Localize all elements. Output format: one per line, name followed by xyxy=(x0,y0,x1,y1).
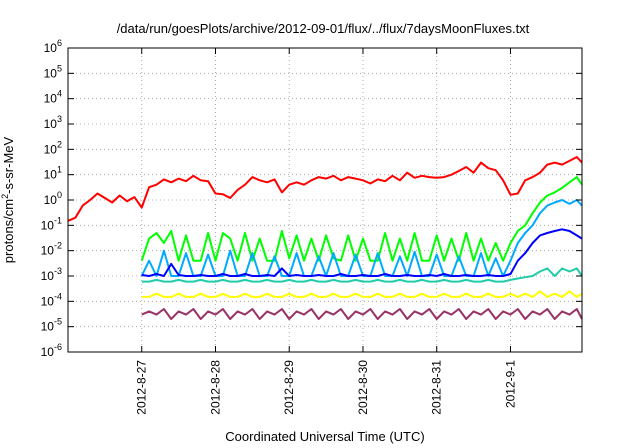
y-axis-ticks: 10-6 10-5 10-4 10-3 10-2 10-1 100 101 102 103 104 1… xyxy=(41,38,582,359)
y-tick-label: 104 xyxy=(44,89,62,106)
series-line-2 xyxy=(140,176,583,262)
x-tick-label: 2012-8-28 xyxy=(208,360,222,415)
series-group xyxy=(67,156,583,320)
y-axis-title-base: protons/cm xyxy=(1,199,16,263)
chart-title: /data/run/goesPlots/archive/2012-09-01/f… xyxy=(117,21,530,36)
x-tick-label: 2012-8-29 xyxy=(282,360,296,415)
series-line-5 xyxy=(141,267,583,283)
y-tick-label: 100 xyxy=(44,190,62,207)
x-tick-label: 2012-8-27 xyxy=(135,360,149,415)
x-axis-ticks: 2012-8-27 2012-8-28 2012-8-29 2012-8-30 2012… xyxy=(135,48,517,415)
x-tick-label: 2012-8-31 xyxy=(430,360,444,415)
y-tick-label: 10-4 xyxy=(41,291,62,308)
grid-lines xyxy=(68,48,582,352)
y-tick-label: 105 xyxy=(44,63,62,80)
series-line-7 xyxy=(141,308,583,320)
x-tick-label: 2012-9-1 xyxy=(503,360,517,408)
series-line-1 xyxy=(67,156,583,222)
y-tick-label: 103 xyxy=(44,114,62,131)
y-tick-label: 10-2 xyxy=(41,241,62,258)
y-tick-label: 106 xyxy=(44,38,62,55)
y-tick-label: 101 xyxy=(44,165,62,182)
y-tick-label: 102 xyxy=(44,139,62,156)
x-axis-title: Coordinated Universal Time (UTC) xyxy=(225,429,424,444)
y-tick-label: 10-6 xyxy=(41,342,62,359)
y-axis-title-sup: 2 xyxy=(0,194,10,199)
y-axis-title: protons/cm2-s-sr-MeV xyxy=(0,136,16,263)
y-tick-label: 10-3 xyxy=(41,266,62,283)
series-line-6 xyxy=(141,290,583,298)
y-tick-label: 10-1 xyxy=(41,215,62,232)
x-tick-label: 2012-8-30 xyxy=(356,360,370,415)
y-axis-title-rest: -s-sr-MeV xyxy=(1,136,16,193)
y-tick-label: 10-5 xyxy=(41,317,62,334)
series-line-4 xyxy=(141,228,583,277)
